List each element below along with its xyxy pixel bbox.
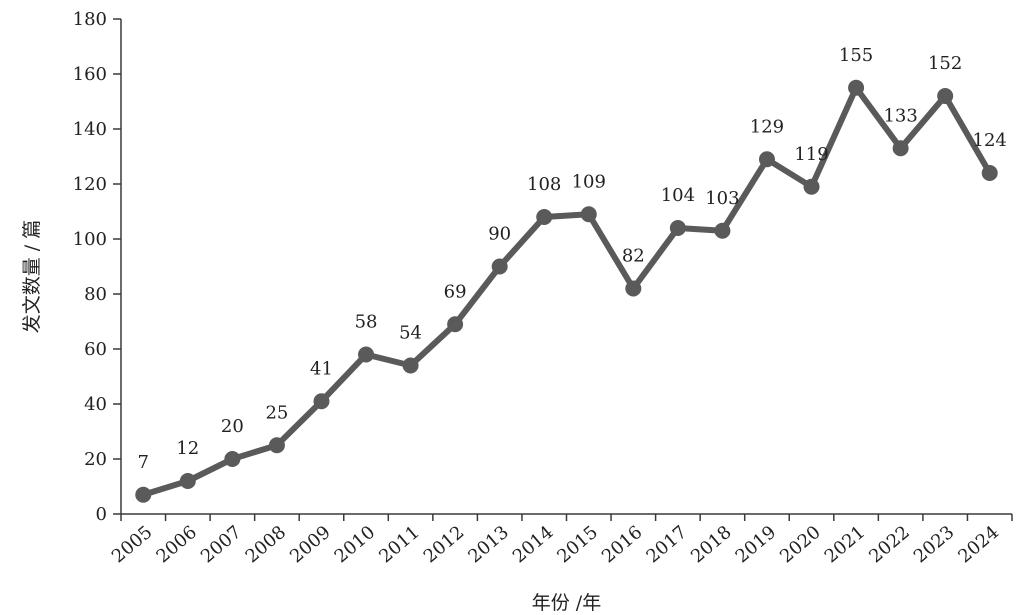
y-tick-label: 20 xyxy=(84,449,107,470)
data-label: 69 xyxy=(444,281,467,302)
data-label: 124 xyxy=(973,130,1007,151)
data-point xyxy=(358,346,375,363)
data-point xyxy=(937,88,954,104)
y-tick-label: 0 xyxy=(96,504,107,525)
data-label: 104 xyxy=(661,185,695,206)
x-tick-label: 2015 xyxy=(553,522,602,568)
x-axis-title: 年份 /年 xyxy=(532,592,601,614)
data-point xyxy=(714,222,731,239)
x-tick-label: 2011 xyxy=(375,522,424,568)
x-tick-label: 2009 xyxy=(286,522,335,568)
data-label: 155 xyxy=(839,45,873,66)
data-point xyxy=(580,206,597,223)
data-point xyxy=(669,220,686,236)
data-label: 152 xyxy=(928,53,962,74)
y-tick-label: 180 xyxy=(73,9,107,30)
data-label: 25 xyxy=(265,402,288,423)
data-label: 58 xyxy=(355,312,378,333)
data-point xyxy=(625,280,642,297)
data-point xyxy=(848,79,865,96)
data-labels: 7 12 20 25 41 58 54 69 90 108 109 82 104 103 129 119 155… xyxy=(138,45,1007,473)
x-tick-label: 2021 xyxy=(821,522,870,568)
y-tick-label: 80 xyxy=(84,284,107,305)
y-tick-label: 160 xyxy=(73,64,107,85)
x-tick-label: 2019 xyxy=(732,522,781,568)
data-label: 41 xyxy=(310,358,333,379)
data-point xyxy=(536,209,553,225)
x-tick-label: 2005 xyxy=(108,522,157,568)
data-point xyxy=(268,437,285,454)
x-tick-label: 2018 xyxy=(687,522,736,568)
x-tick-label: 2014 xyxy=(509,522,558,568)
data-point xyxy=(491,258,508,275)
data-label: 129 xyxy=(750,116,784,137)
x-axis: 2005200620072008200920102011201220132014… xyxy=(108,513,1013,568)
data-point xyxy=(224,451,241,467)
y-axis: 0 20 40 60 80 100 120 140 160 180 xyxy=(73,9,122,525)
x-tick-label: 2006 xyxy=(152,522,201,568)
x-tick-label: 2016 xyxy=(598,522,647,568)
series-group xyxy=(135,79,998,503)
x-tick-label: 2017 xyxy=(642,522,691,568)
data-label: 108 xyxy=(527,174,561,195)
y-axis-title: 发文数量 / 篇 xyxy=(21,220,43,333)
data-point xyxy=(402,357,419,374)
data-point xyxy=(803,178,820,195)
data-label: 54 xyxy=(399,323,422,344)
y-tick-label: 60 xyxy=(84,339,107,360)
data-label: 103 xyxy=(705,188,739,209)
data-label: 133 xyxy=(883,105,917,126)
y-tick-label: 40 xyxy=(84,394,107,415)
data-label: 90 xyxy=(488,224,511,245)
data-label: 7 xyxy=(138,452,149,473)
x-tick-label: 2012 xyxy=(420,522,469,568)
x-tick-label: 2024 xyxy=(954,522,1003,568)
data-point xyxy=(135,486,152,503)
data-point xyxy=(758,151,775,168)
x-tick-label: 2010 xyxy=(331,522,380,568)
x-tick-label: 2008 xyxy=(242,522,291,568)
x-tick-label: 2022 xyxy=(865,522,914,568)
x-tick-label: 2023 xyxy=(910,522,959,568)
data-label: 119 xyxy=(794,144,828,165)
data-label: 109 xyxy=(572,171,606,192)
x-tick-label: 2020 xyxy=(776,522,825,568)
x-tick-label: 2013 xyxy=(464,522,513,568)
series-line xyxy=(140,84,993,498)
y-tick-label: 120 xyxy=(73,174,107,195)
data-point xyxy=(892,140,909,157)
data-label: 82 xyxy=(622,246,645,267)
y-tick-label: 140 xyxy=(73,119,107,140)
data-label: 12 xyxy=(176,438,199,459)
y-tick-label: 100 xyxy=(73,229,107,250)
data-label: 20 xyxy=(221,416,244,437)
data-point xyxy=(179,473,196,489)
data-point xyxy=(447,316,464,333)
data-point xyxy=(981,165,998,181)
data-point xyxy=(313,393,330,410)
x-tick-label: 2007 xyxy=(197,522,246,568)
